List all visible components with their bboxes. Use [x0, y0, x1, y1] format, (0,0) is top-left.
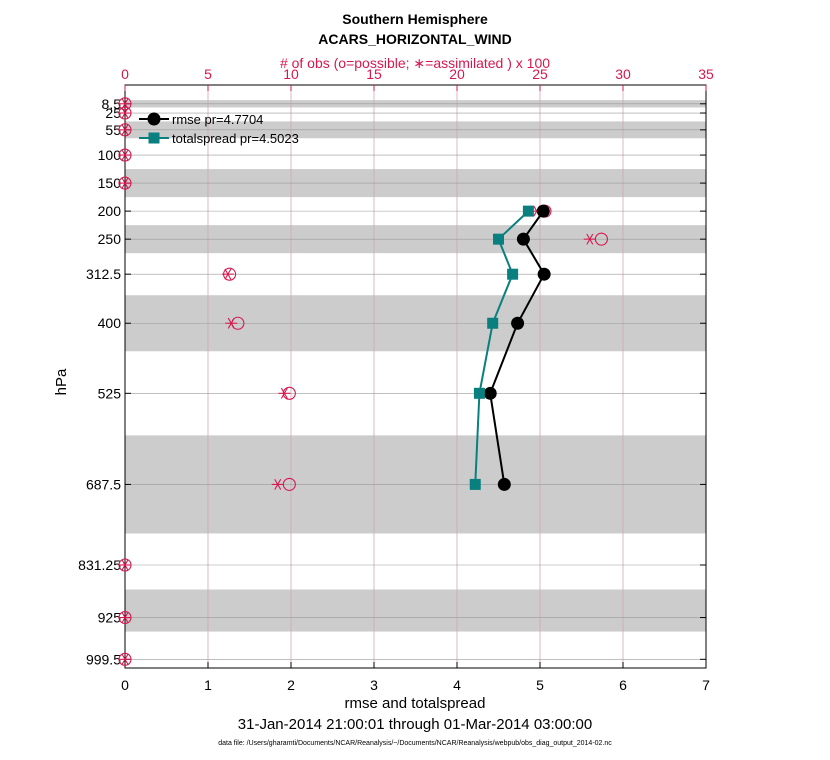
y-tick-label: 25 — [105, 105, 121, 121]
assimilated-obs-marker — [583, 233, 596, 245]
y-tick-label: 250 — [98, 231, 122, 247]
assimilated-obs-marker — [119, 107, 131, 119]
assimilated-obs-marker — [119, 612, 131, 624]
y-tick-label: 200 — [98, 203, 122, 219]
rmse-point — [511, 316, 525, 330]
data-file-footnote: data file: /Users/gharamti/Documents/NCA… — [218, 740, 612, 747]
assimilated-obs-marker — [119, 124, 131, 136]
top-tick-label: 0 — [121, 66, 129, 82]
obs-markers — [118, 97, 608, 666]
vertical-grid — [124, 85, 707, 668]
top-tick-label: 15 — [366, 66, 382, 82]
assimilated-star-stroke — [121, 559, 129, 571]
x-tick-label: 3 — [370, 677, 378, 693]
assimilated-star-stroke — [586, 233, 594, 245]
y-tick-label: 8.5 — [102, 96, 122, 112]
assimilated-obs-marker — [221, 268, 234, 280]
assimilated-obs-marker — [278, 387, 291, 399]
shaded-band — [125, 589, 706, 632]
assimilated-obs-marker — [225, 317, 238, 329]
legend-marker-rmse — [147, 112, 161, 126]
assimilated-star-stroke — [121, 177, 129, 189]
plot-frame — [124, 84, 707, 669]
x-tick-label: 0 — [121, 677, 129, 693]
assimilated-star-stroke — [121, 98, 129, 110]
x-tick-label: 4 — [453, 677, 461, 693]
totalspread-point — [493, 233, 504, 245]
legend-label-rmse: rmse pr=4.7704 — [172, 112, 263, 127]
assimilated-star-stroke — [227, 317, 235, 329]
y-tick-label: 687.5 — [86, 476, 121, 492]
y-tick-label: 312.5 — [86, 266, 121, 282]
totalspread-point — [487, 317, 499, 329]
chart-subtitle: ACARS_HORIZONTAL_WIND — [318, 31, 511, 47]
y-tick-label: 525 — [98, 385, 122, 401]
legend-label-totalspread: totalspread pr=4.5023 — [172, 131, 299, 146]
totalspread-point — [507, 268, 519, 280]
assimilated-obs-marker — [271, 478, 284, 490]
rmse-point — [497, 477, 511, 491]
assimilated-star-stroke — [224, 268, 232, 280]
top-tick-label: 25 — [532, 66, 548, 82]
totalspread-point — [522, 205, 534, 217]
assimilated-obs-marker — [119, 177, 131, 189]
top-tick-label: 30 — [615, 66, 631, 82]
assimilated-star-stroke — [121, 124, 129, 136]
x-tick-label: 5 — [536, 677, 544, 693]
assimilated-obs-marker — [119, 98, 131, 110]
rmse-point — [516, 232, 530, 246]
y-axis-label: hPa — [53, 368, 70, 395]
data-series — [469, 204, 551, 491]
assimilated-star-stroke — [121, 612, 129, 624]
assimilated-star-stroke — [121, 653, 129, 665]
assimilated-obs-marker — [119, 653, 131, 665]
assimilated-obs-marker — [119, 559, 131, 571]
totalspread-point — [473, 387, 485, 399]
x-tick-label: 6 — [619, 677, 627, 693]
rmse-point — [536, 204, 550, 218]
top-tick-label: 35 — [698, 66, 714, 82]
assimilated-star-stroke — [121, 149, 129, 161]
top-tick-label: 10 — [283, 66, 299, 82]
assimilated-obs-marker — [119, 149, 131, 161]
rmse-point — [483, 386, 497, 400]
y-tick-label: 925 — [98, 610, 122, 626]
top-tick-label: 20 — [449, 66, 465, 82]
rmse-point — [537, 267, 551, 281]
x-axis-label: rmse and totalspread — [345, 695, 486, 712]
x-tick-label: 7 — [702, 677, 710, 693]
x-tick-label: 1 — [204, 677, 212, 693]
totalspread-point — [469, 478, 481, 490]
assimilated-star-stroke — [280, 387, 288, 399]
top-tick-label: 5 — [204, 66, 212, 82]
y-tick-label: 150 — [98, 175, 122, 191]
axis-ticks: 0 1 2 3 4 5 6 70 5 10 15 20 25 30 358.5255510015020025… — [78, 66, 714, 693]
legend: rmse pr=4.7704 totalspread pr=4.5023 — [139, 112, 299, 146]
chart-title: Southern Hemisphere — [342, 11, 488, 27]
y-tick-label: 400 — [98, 315, 122, 331]
y-tick-label: 831.25 — [78, 557, 121, 573]
y-tick-label: 999.5 — [86, 651, 121, 667]
assimilated-star-stroke — [121, 107, 129, 119]
y-tick-label: 55 — [105, 122, 121, 138]
x-tick-label: 2 — [287, 677, 295, 693]
legend-marker-totalspread — [148, 132, 160, 144]
date-range: 31-Jan-2014 21:00:01 through 01-Mar-2014… — [238, 716, 592, 733]
top-axis-label: # of obs (o=possible; ∗=assimilated ) x … — [280, 55, 550, 71]
assimilated-star-stroke — [274, 478, 282, 490]
y-tick-label: 100 — [98, 147, 122, 163]
